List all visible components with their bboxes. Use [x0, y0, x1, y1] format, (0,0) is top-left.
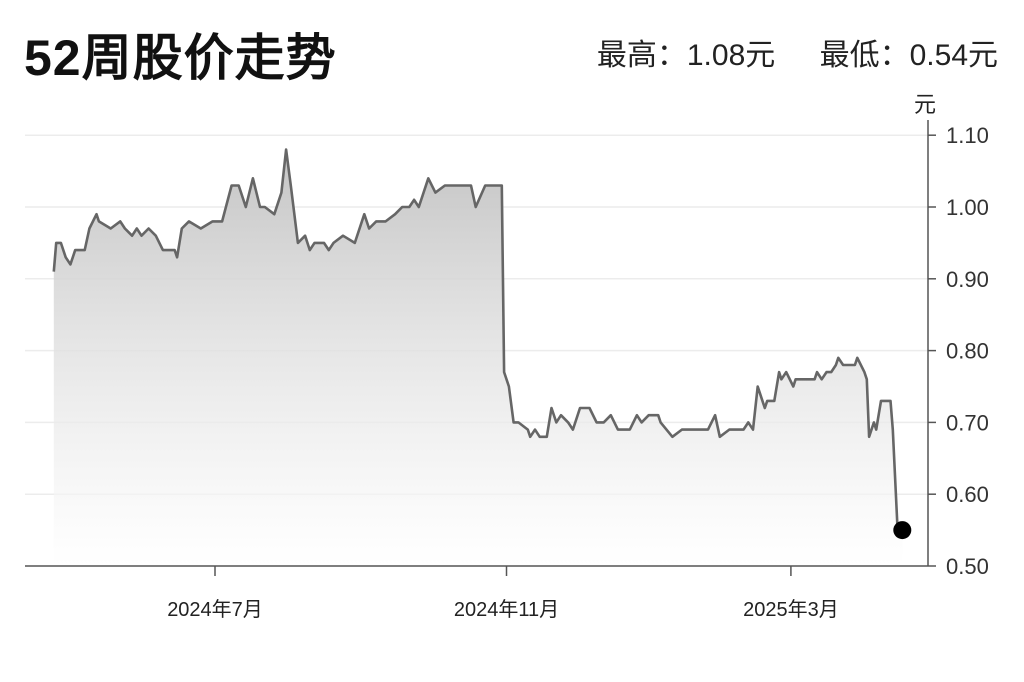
- x-tick-label: 2025年3月: [743, 598, 839, 621]
- chart-title: 52周股价走势: [24, 30, 337, 86]
- high-price-label: 最高：1.08元: [596, 39, 776, 72]
- low-price-label: 最低：0.54元: [819, 39, 998, 72]
- x-tick-label: 2024年11月: [454, 598, 559, 621]
- y-tick-label: 1.00: [946, 195, 989, 220]
- latest-price-marker: [893, 521, 912, 540]
- y-tick-label: 0.90: [946, 267, 989, 292]
- y-tick-label: 0.70: [946, 410, 989, 435]
- x-tick-label: 2024年7月: [167, 598, 263, 621]
- price-area-fill: [53, 149, 903, 566]
- y-tick-label: 0.60: [946, 482, 989, 507]
- price-summary: 最高：1.08元 最低：0.54元: [561, 30, 998, 74]
- y-axis-unit: 元: [914, 92, 936, 117]
- y-tick-label: 0.80: [946, 339, 989, 364]
- price-line: [52, 148, 903, 532]
- y-tick-label: 1.10: [946, 123, 989, 148]
- y-tick-label: 0.50: [946, 554, 989, 579]
